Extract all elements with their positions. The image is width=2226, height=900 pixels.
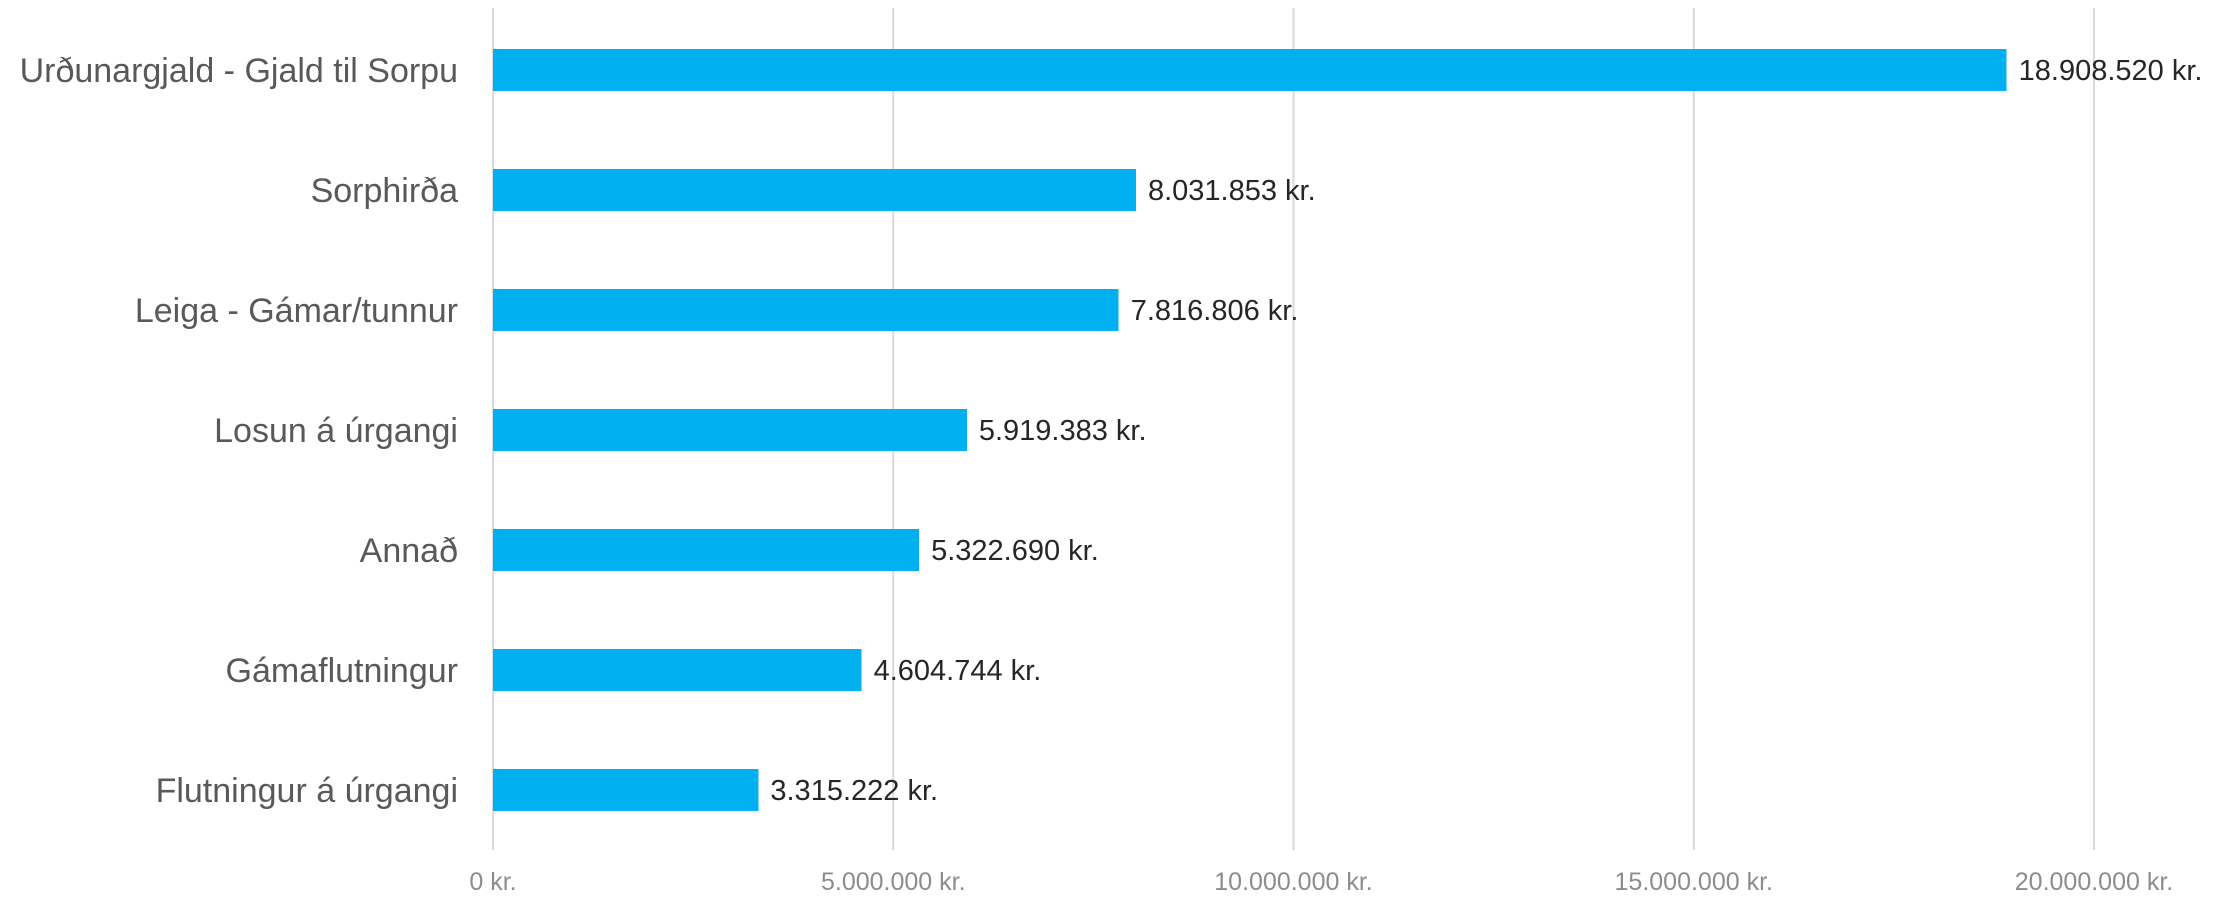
bar [493, 169, 1136, 211]
category-label: Sorphirða [311, 172, 459, 210]
category-labels: Urðunargjald - Gjald til Sorpu Sorphirða L… [20, 52, 459, 810]
x-tick-label: 10.000.000 kr. [1214, 868, 1372, 896]
x-tick-label: 0 kr. [469, 868, 516, 896]
data-label: 18.908.520 kr. [2019, 55, 2203, 87]
bars [493, 49, 2007, 811]
data-label: 8.031.853 kr. [1148, 175, 1316, 207]
bar [493, 649, 862, 691]
data-label: 5.919.383 kr. [979, 415, 1147, 447]
value-labels: 18.908.520 kr. 8.031.853 kr. 7.816.806 kr.… [770, 55, 2202, 807]
bar [493, 49, 2007, 91]
x-axis-tick-labels: 0 kr. 5.000.000 kr. 10.000.000 kr. 15.000.0… [469, 868, 2173, 896]
x-tick-label: 5.000.000 kr. [821, 868, 966, 896]
data-label: 3.315.222 kr. [770, 775, 938, 807]
bar [493, 529, 920, 571]
data-label: 4.604.744 kr. [874, 655, 1042, 687]
bar [493, 289, 1119, 331]
category-label: Leiga - Gámar/tunnur [135, 292, 458, 330]
bar [493, 769, 759, 811]
x-tick-label: 15.000.000 kr. [1615, 868, 1773, 896]
gridlines [492, 8, 2095, 850]
category-label: Annað [360, 532, 458, 570]
x-tick-label: 20.000.000 kr. [2015, 868, 2173, 896]
data-label: 5.322.690 kr. [931, 535, 1099, 567]
data-label: 7.816.806 kr. [1131, 295, 1299, 327]
category-label: Gámaflutningur [226, 652, 458, 690]
category-label: Losun á úrgangi [214, 412, 458, 450]
bar [493, 409, 967, 451]
category-label: Urðunargjald - Gjald til Sorpu [20, 52, 458, 90]
category-label: Flutningur á úrgangi [156, 772, 458, 810]
